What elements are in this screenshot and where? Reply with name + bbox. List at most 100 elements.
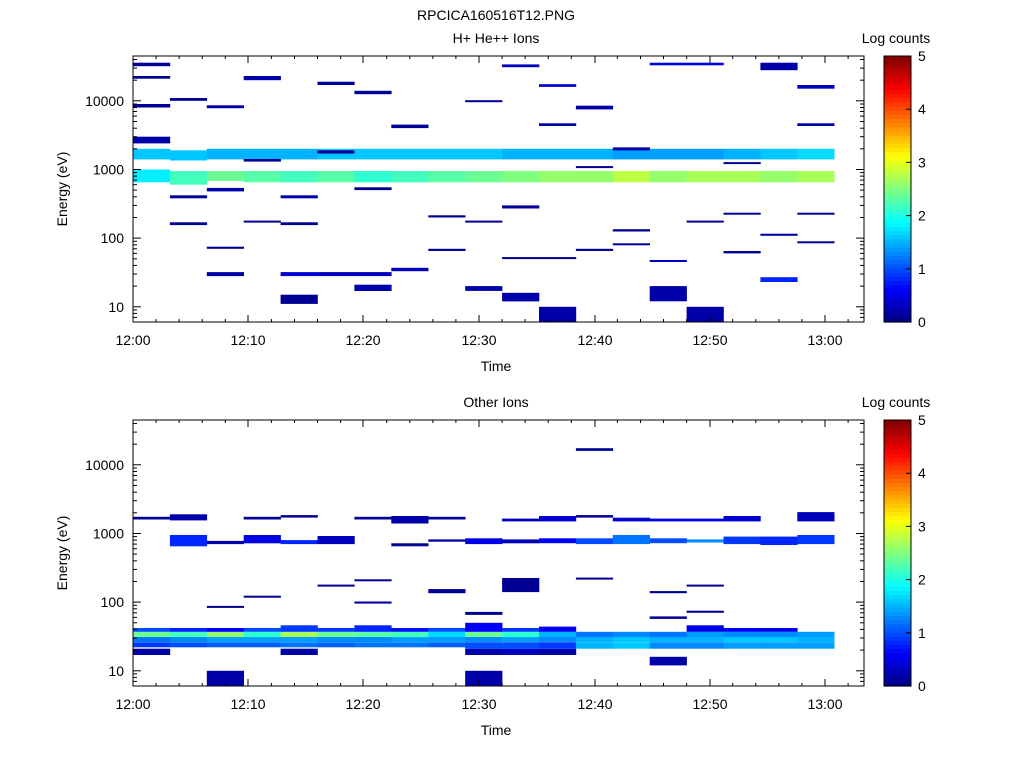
colorbar-label: Log counts	[862, 30, 931, 46]
heatmap-cell	[797, 642, 835, 649]
heatmap-cell	[760, 642, 798, 649]
colorbar-tick-label: 4	[918, 101, 926, 117]
heatmap-cell	[206, 272, 244, 277]
heatmap-cell	[169, 628, 208, 632]
colorbar-swatch	[884, 80, 911, 86]
heatmap-cell	[760, 62, 798, 71]
heatmap-cell	[797, 241, 835, 244]
colorbar-swatch	[884, 60, 911, 65]
heatmap-cell	[575, 637, 614, 643]
heatmap-cell	[354, 579, 392, 582]
heatmap-cell	[539, 148, 577, 160]
heatmap-cell	[243, 637, 281, 643]
colorbar-frame	[883, 419, 912, 687]
x-axis-label: Time	[481, 722, 512, 738]
heatmap-cell	[391, 543, 429, 547]
x-tick-label: 12:30	[461, 696, 496, 712]
colorbar-swatch	[884, 449, 911, 454]
heatmap-cell	[612, 642, 650, 649]
heatmap-cell	[797, 148, 835, 160]
heatmap-cell	[797, 535, 835, 545]
heatmap-cell	[649, 637, 687, 643]
heatmap-cell	[760, 233, 798, 236]
heatmap-cell	[280, 222, 318, 226]
colorbar-swatch	[884, 515, 911, 521]
heatmap-cell	[391, 516, 429, 524]
heatmap-cell	[465, 171, 503, 183]
heatmap-cell	[206, 187, 244, 192]
heatmap-cell	[206, 670, 244, 686]
heatmap-cell	[206, 171, 244, 181]
colorbar-swatch	[884, 627, 911, 633]
heatmap-cell	[243, 631, 281, 638]
colorbar-swatch	[884, 582, 911, 587]
colorbar-swatch	[884, 544, 911, 550]
heatmap-cell	[686, 171, 724, 183]
heatmap-cell	[133, 642, 171, 648]
y-tick-label: 1000	[93, 526, 124, 542]
colorbar-swatch	[884, 305, 911, 311]
colorbar-swatch	[884, 313, 911, 319]
colorbar-swatch	[884, 553, 911, 558]
heatmap-cell	[539, 306, 577, 322]
heatmap-cell	[243, 220, 281, 223]
heatmap-cell	[317, 628, 355, 632]
heatmap-cell	[317, 272, 355, 277]
y-axis-label: Energy (eV)	[54, 516, 70, 591]
heatmap-cell	[686, 306, 724, 322]
colorbar-swatch	[884, 602, 911, 608]
heatmap-cell	[243, 76, 281, 81]
colorbar: 0 1 2 3 4 5	[883, 48, 926, 330]
x-tick-label: 12:00	[115, 696, 150, 712]
colorbar-swatch	[884, 288, 911, 294]
heatmap-cell	[243, 148, 281, 160]
colorbar-swatch	[884, 105, 911, 111]
heatmap-cell	[539, 257, 577, 260]
colorbar-swatch	[884, 611, 911, 616]
heatmap-cell	[612, 243, 650, 246]
colorbar-swatch	[884, 640, 911, 646]
panel-title: Other Ions	[463, 394, 528, 410]
colorbar-swatch	[884, 64, 911, 70]
colorbar-swatch	[884, 97, 911, 103]
heatmap-cell	[502, 518, 540, 522]
colorbar-swatch	[884, 284, 911, 290]
heatmap-cell	[280, 171, 318, 183]
heatmap-cell	[243, 595, 281, 598]
colorbar-swatch	[884, 661, 911, 666]
heatmap-cell	[797, 637, 835, 643]
colorbar-swatch	[884, 180, 911, 186]
colorbar-swatch	[884, 536, 911, 542]
heatmap-cell	[649, 286, 687, 302]
colorbar-swatch	[884, 503, 911, 508]
y-axis: 10 100 1000 10000	[85, 423, 864, 687]
panel-other-ions: Other Ions 12:00 12:10 12:20 12:30 12:40 12:5…	[54, 394, 930, 738]
plot-frame	[132, 55, 865, 323]
heatmap-cell	[428, 539, 466, 542]
heatmap-cell	[280, 540, 318, 545]
heatmap-cell	[502, 148, 540, 160]
colorbar-swatch	[884, 469, 911, 475]
colorbar-swatch	[884, 490, 911, 496]
heatmap-cell	[539, 84, 577, 87]
heatmap-cell	[280, 195, 318, 199]
heatmap-cell	[280, 642, 318, 648]
heatmap-cell	[354, 171, 392, 183]
colorbar-swatch	[884, 114, 911, 119]
heatmap-cell	[649, 62, 687, 66]
heatmap-cell	[169, 535, 208, 547]
heatmap-cell	[243, 628, 281, 632]
colorbar-swatch	[884, 85, 911, 90]
colorbar-swatch	[884, 301, 911, 306]
heatmap-cell	[539, 648, 577, 655]
heatmap-cell	[428, 628, 466, 632]
heatmap-cell	[354, 601, 392, 604]
colorbar-swatch	[884, 205, 911, 211]
heatmap-cell	[539, 171, 577, 183]
colorbar-swatch	[884, 226, 911, 232]
heatmap-cell	[502, 64, 540, 68]
heatmap-cell	[243, 516, 281, 520]
heatmap-cell	[169, 637, 208, 643]
heatmap-cell	[760, 637, 798, 643]
colorbar-swatch	[884, 292, 911, 298]
